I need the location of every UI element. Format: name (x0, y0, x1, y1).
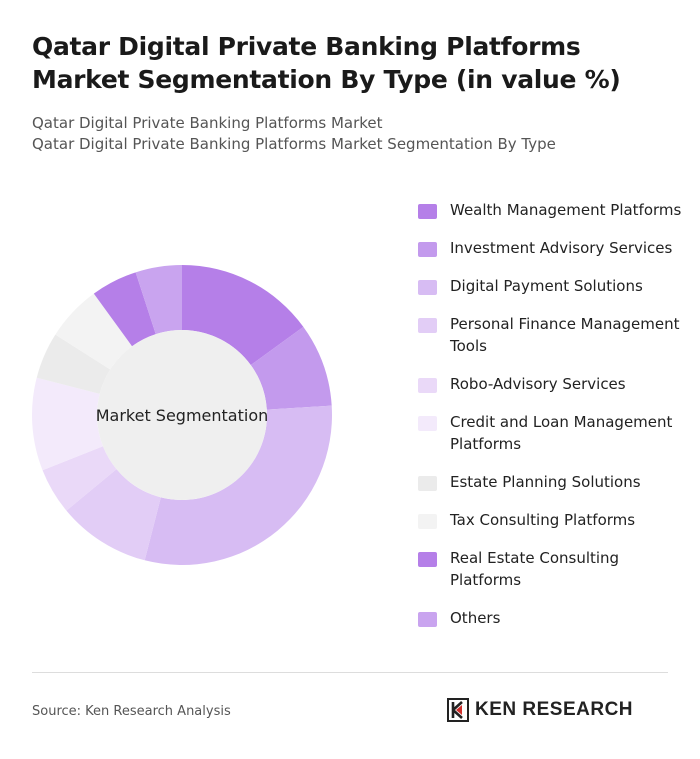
donut-slice-10[interactable] (135, 265, 182, 335)
legend-label: Investment Advisory Services (450, 239, 673, 257)
donut-slice-1[interactable] (182, 265, 304, 366)
donut-hole (97, 330, 267, 500)
legend-swatch (418, 280, 437, 295)
legend-swatch (418, 514, 437, 529)
source-note: Source: Ken Research Analysis (32, 704, 231, 719)
legend-label: Credit and Loan Management Platforms (450, 413, 673, 453)
legend-item[interactable]: Tax Consulting Platforms (418, 509, 688, 531)
legend-label: Personal Finance Management Tools (450, 315, 680, 355)
legend-swatch (418, 552, 437, 567)
legend-swatch (418, 378, 437, 393)
donut-chart: Market Segmentation (30, 263, 334, 567)
legend-item[interactable]: Estate Planning Solutions (418, 471, 688, 493)
subtitle-line-2: Qatar Digital Private Banking Platforms … (32, 135, 556, 153)
legend-item[interactable]: Investment Advisory Services (418, 237, 688, 259)
subtitle-line-1: Qatar Digital Private Banking Platforms … (32, 114, 383, 132)
legend-swatch (418, 242, 437, 257)
chart-title: Qatar Digital Private Banking Platforms … (32, 32, 621, 94)
donut-slice-6[interactable] (32, 377, 103, 471)
legend-swatch (418, 318, 437, 333)
donut-slice-4[interactable] (66, 469, 161, 561)
legend-label: Real Estate Consulting Platforms (450, 549, 620, 589)
legend-label: Tax Consulting Platforms (450, 511, 636, 529)
legend-item[interactable]: Digital Payment Solutions (418, 275, 688, 297)
brand-name: KEN RESEARCH (475, 699, 634, 720)
legend-label: Digital Payment Solutions (450, 277, 643, 295)
legend-swatch (418, 612, 437, 627)
legend-label: Wealth Management Platforms (450, 201, 682, 219)
legend-item[interactable]: Credit and Loan Management Platforms (418, 411, 688, 455)
legend-item[interactable]: Real Estate Consulting Platforms (418, 547, 688, 591)
chart-legend: Wealth Management Platforms Investment Ad… (418, 199, 688, 645)
legend-label: Estate Planning Solutions (450, 473, 641, 491)
donut-slice-3[interactable] (144, 405, 332, 565)
legend-label: Others (450, 609, 501, 627)
donut-slice-5[interactable] (42, 446, 117, 511)
donut-slice-2[interactable] (250, 326, 332, 410)
footer-divider (32, 672, 668, 673)
donut-svg (32, 265, 332, 565)
legend-item[interactable]: Personal Finance Management Tools (418, 313, 688, 357)
legend-item[interactable]: Others (418, 607, 688, 629)
legend-label: Robo-Advisory Services (450, 375, 626, 393)
legend-swatch (418, 476, 437, 491)
brand-logo: KEN RESEARCH (447, 698, 633, 722)
legend-swatch (418, 416, 437, 431)
donut-slice-7[interactable] (36, 334, 111, 394)
legend-item[interactable]: Wealth Management Platforms (418, 199, 688, 221)
legend-item[interactable]: Robo-Advisory Services (418, 373, 688, 395)
donut-slice-8[interactable] (55, 293, 133, 370)
ken-research-logo-icon (447, 698, 469, 722)
chart-subtitle: Qatar Digital Private Banking Platforms … (32, 113, 672, 155)
donut-slice-9[interactable] (93, 272, 156, 347)
legend-swatch (418, 204, 437, 219)
